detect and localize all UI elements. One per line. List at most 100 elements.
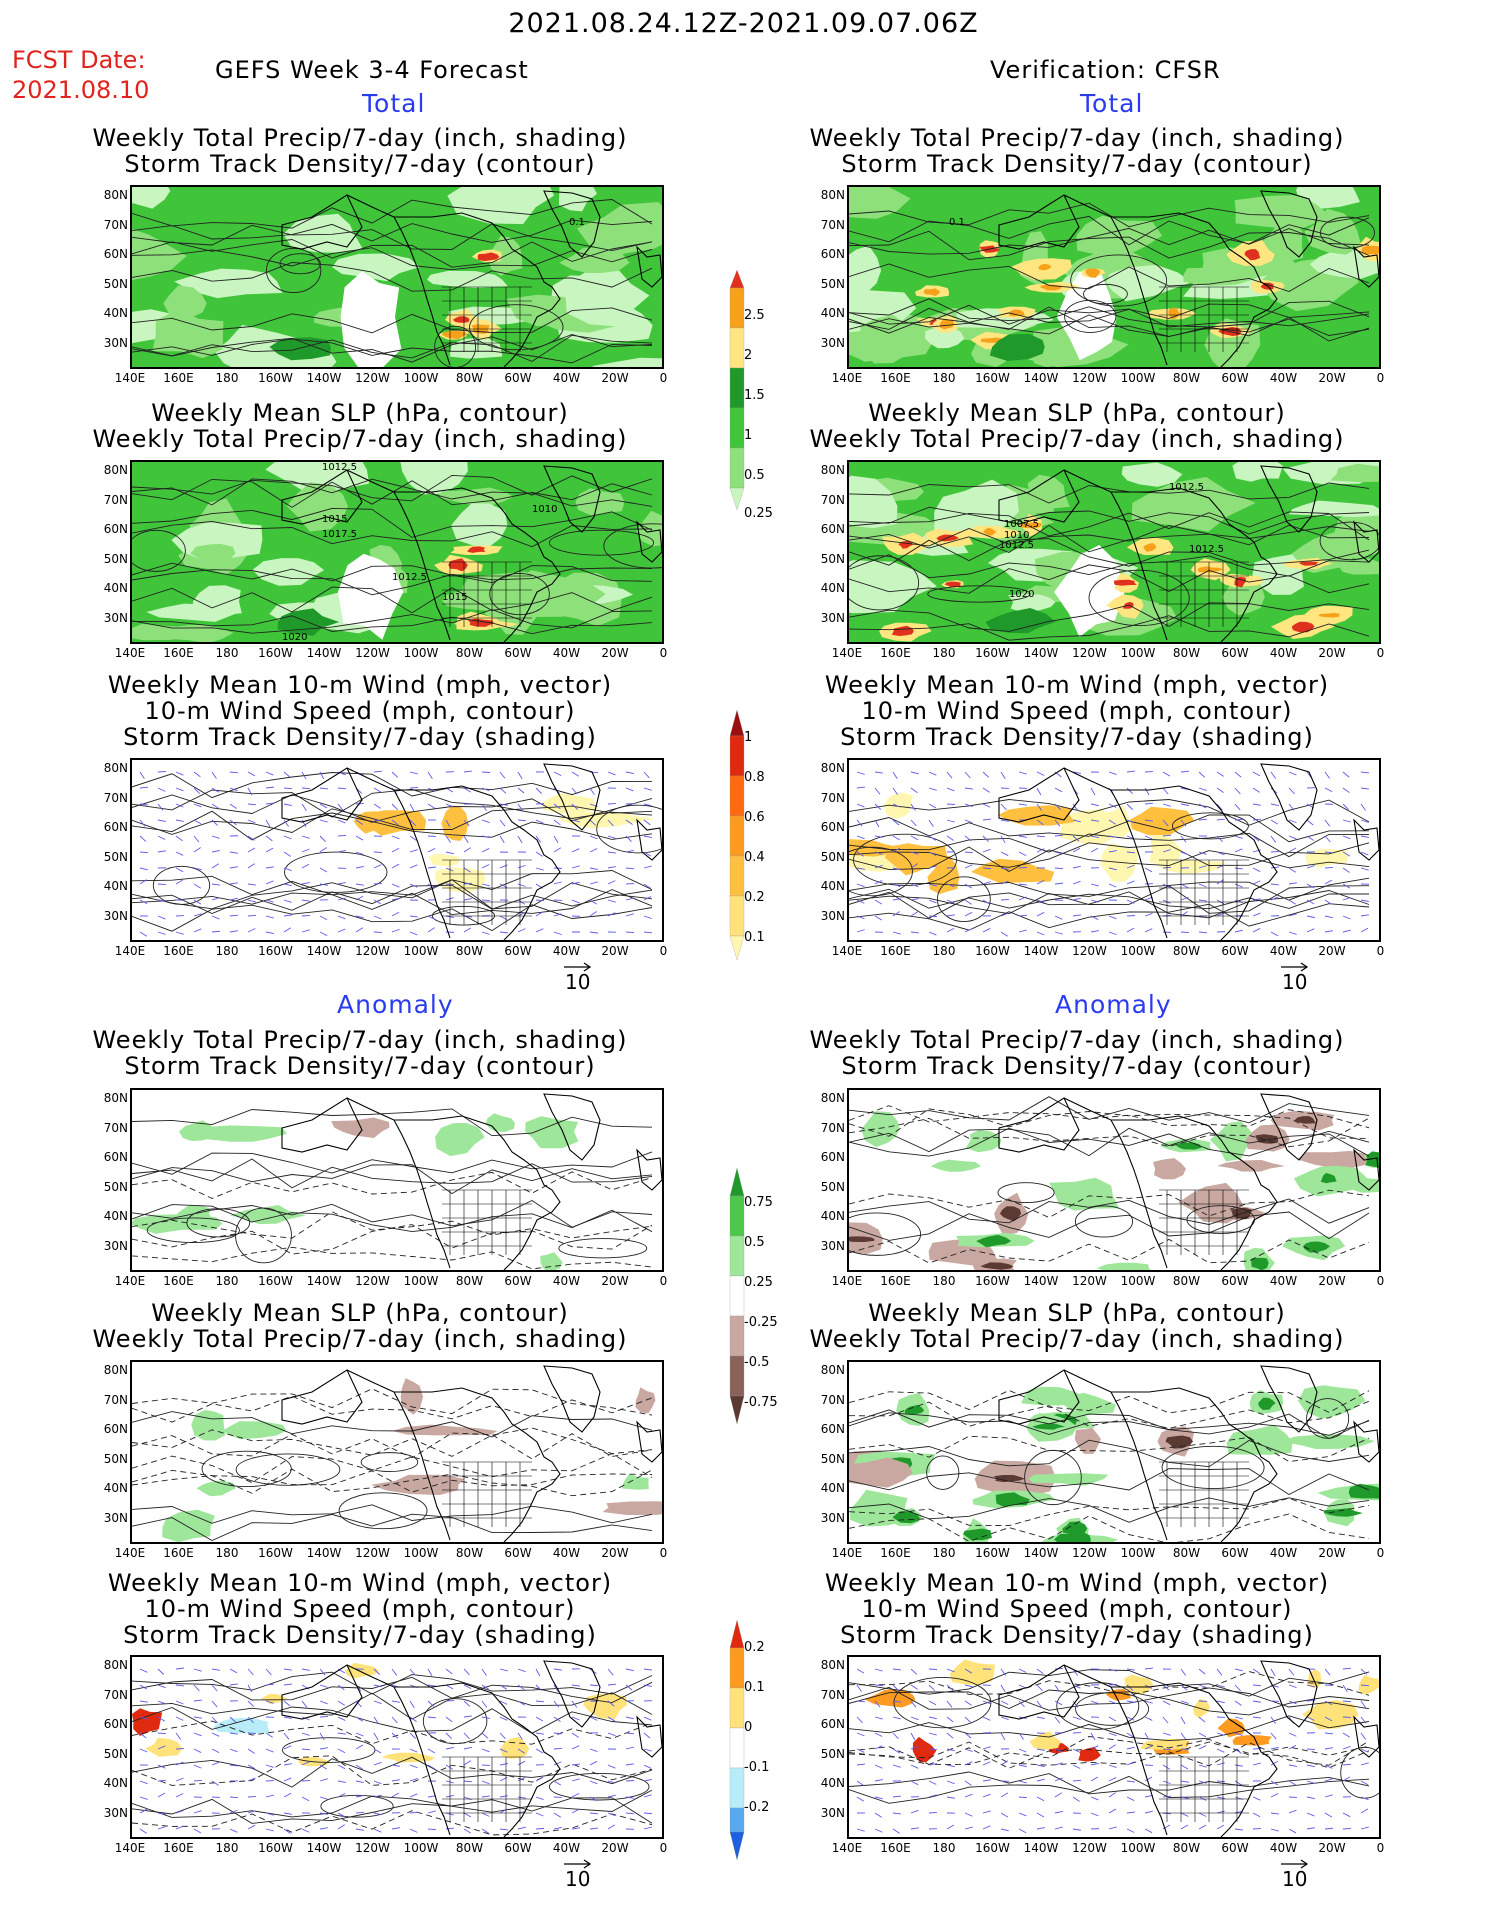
- map-panel: [130, 758, 664, 942]
- lat-label: 60N: [820, 522, 845, 536]
- map-graphic: 0.1: [849, 187, 1379, 367]
- lon-label: 180: [932, 371, 956, 385]
- lon-label: 0: [659, 1546, 668, 1560]
- map-graphic: 0.1: [132, 187, 662, 367]
- map-panel: [847, 1088, 1381, 1272]
- lon-label: 120W: [355, 1274, 390, 1288]
- lon-label: 0: [1376, 1841, 1385, 1855]
- cb-tick: 0.5: [744, 1235, 765, 1250]
- map-panel: [847, 1655, 1381, 1839]
- panel-title: Weekly Total Precip/7-day (inch, shading…: [809, 124, 1345, 178]
- map-panel: 0.1: [847, 185, 1381, 369]
- lat-label: 30N: [103, 1805, 128, 1820]
- lon-label: 140E: [114, 1274, 146, 1288]
- lat-label: 30N: [103, 908, 128, 923]
- lat-label: 70N: [103, 1392, 128, 1407]
- map-graphic: [132, 1365, 662, 1542]
- lon-label: 140W: [306, 371, 342, 385]
- lon-label: 160E: [880, 944, 911, 958]
- lon-label: 140E: [114, 371, 146, 385]
- lon-label: 80W: [455, 646, 484, 660]
- lon-label: 20W: [601, 646, 629, 660]
- vector-reference-label: 10: [1282, 970, 1308, 994]
- colorbar-track-anom-graphic: [729, 1620, 745, 1861]
- lon-label: 100W: [403, 1274, 439, 1288]
- panel-title: Weekly Total Precip/7-day (inch, shading…: [809, 1026, 1345, 1080]
- lat-label: 60N: [103, 1422, 128, 1436]
- lon-label: 100W: [1120, 646, 1156, 660]
- slp-contour-label: 1010: [1004, 530, 1029, 541]
- lat-label: 80N: [103, 188, 128, 202]
- valid-period-title: 2021.08.24.12Z-2021.09.07.06Z: [508, 8, 979, 39]
- lon-label: 140W: [1023, 371, 1059, 385]
- lat-label: 50N: [103, 849, 128, 864]
- map-panel: 0.1: [130, 185, 664, 369]
- cb-tick: -0.25: [744, 1315, 778, 1330]
- lon-label: 160W: [258, 646, 293, 660]
- lon-label: 20W: [601, 1274, 629, 1288]
- lat-label: 50N: [103, 276, 128, 291]
- lat-label: 80N: [820, 463, 845, 477]
- lat-label: 60N: [820, 1150, 845, 1164]
- vector-reference-arrow: [564, 962, 592, 972]
- lon-label: 20W: [1318, 371, 1346, 385]
- lat-label: 40N: [103, 581, 128, 595]
- colorbar-precip-anom-graphic: [729, 1168, 745, 1425]
- fcst-date-value: 2021.08.10: [12, 76, 150, 104]
- cb-tick: 0.1: [744, 1680, 765, 1695]
- lat-label: 40N: [103, 1209, 128, 1223]
- lon-label: 120W: [1072, 1546, 1107, 1560]
- lat-label: 60N: [820, 247, 845, 261]
- cb-tick: 1: [744, 730, 753, 745]
- map-panel: [130, 1655, 664, 1839]
- lon-label: 140E: [831, 1274, 863, 1288]
- lon-label: 40W: [1269, 646, 1298, 660]
- lat-label: 70N: [820, 492, 845, 507]
- colorbar-track-total: 1 0.8 0.6 0.4 0.2 0.1: [722, 710, 765, 960]
- lon-label: 140W: [306, 1546, 342, 1560]
- gefs-forecast-title: GEFS Week 3-4 Forecast: [215, 56, 529, 84]
- map-graphic: [849, 763, 1379, 940]
- lat-label: 30N: [103, 1238, 128, 1253]
- lon-label: 120W: [355, 646, 390, 660]
- lon-label: 60W: [1221, 1841, 1249, 1855]
- lon-label: 60W: [504, 1274, 532, 1288]
- lon-label: 40W: [552, 371, 581, 385]
- panel-title: Weekly Mean 10-m Wind (mph, vector) 10-m…: [107, 1569, 613, 1649]
- lon-label: 20W: [1318, 1274, 1346, 1288]
- lon-label: 60W: [504, 646, 532, 660]
- slp-contour-label: 1012.5: [1169, 482, 1204, 493]
- map-graphic: [132, 763, 662, 940]
- lon-label: 140E: [114, 1841, 146, 1855]
- lon-label: 40W: [1269, 1274, 1298, 1288]
- cb-tick: 0.1: [744, 930, 765, 945]
- lon-label: 160E: [163, 646, 194, 660]
- lon-label: 80W: [1172, 1274, 1201, 1288]
- lat-label: 60N: [820, 820, 845, 834]
- lat-label: 50N: [820, 551, 845, 566]
- map-graphic: [132, 1660, 662, 1837]
- vector-reference: [562, 1851, 594, 1875]
- vector-reference-arrow: [1281, 962, 1309, 972]
- cb-tick: 2.5: [744, 308, 765, 323]
- lat-label: 40N: [820, 306, 845, 320]
- lon-label: 120W: [355, 371, 390, 385]
- lon-label: 160E: [880, 1546, 911, 1560]
- lon-label: 180: [215, 944, 239, 958]
- lat-label: 40N: [820, 581, 845, 595]
- lon-label: 140E: [114, 1546, 146, 1560]
- panel-title: Weekly Mean SLP (hPa, contour) Weekly To…: [809, 399, 1345, 453]
- track-contour-label: 0.1: [569, 217, 585, 228]
- lon-label: 140W: [306, 944, 342, 958]
- colorbar-track-anom: 0.2 0.1 0 -0.1 -0.2: [722, 1620, 769, 1870]
- lon-label: 180: [932, 1841, 956, 1855]
- lat-label: 50N: [103, 551, 128, 566]
- lon-label: 20W: [1318, 944, 1346, 958]
- map-panel: [130, 1360, 664, 1544]
- lon-label: 120W: [355, 1841, 390, 1855]
- slp-contour-label: 1010: [532, 504, 557, 515]
- cb-tick: 0: [744, 1720, 753, 1735]
- lon-label: 0: [659, 646, 668, 660]
- lat-label: 60N: [103, 247, 128, 261]
- lon-label: 180: [932, 646, 956, 660]
